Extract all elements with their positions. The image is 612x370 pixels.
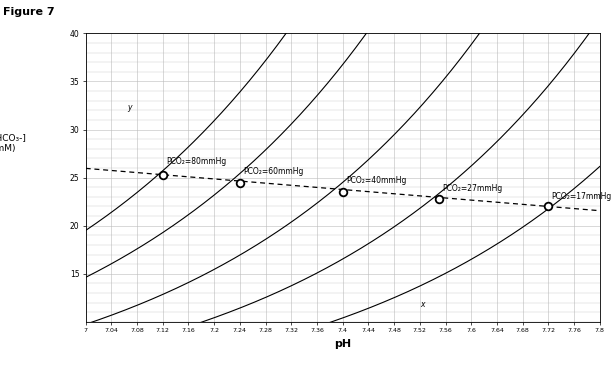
X-axis label: pH: pH <box>334 339 351 349</box>
Text: PCO₂=17mmHg: PCO₂=17mmHg <box>551 192 612 201</box>
Text: x: x <box>420 300 424 309</box>
Text: PCO₂=60mmHg: PCO₂=60mmHg <box>243 166 304 176</box>
Text: Figure 7: Figure 7 <box>3 7 54 17</box>
Text: PCO₂=27mmHg: PCO₂=27mmHg <box>442 184 502 193</box>
Text: [HCO₃-]
(mM): [HCO₃-] (mM) <box>0 133 26 153</box>
Text: PCO₂=80mmHg: PCO₂=80mmHg <box>166 157 226 166</box>
Text: y: y <box>127 103 132 112</box>
Text: PCO₂=40mmHg: PCO₂=40mmHg <box>346 176 406 185</box>
